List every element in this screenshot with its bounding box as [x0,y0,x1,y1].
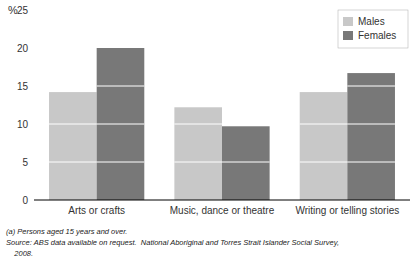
y-axis-label: % [8,4,18,16]
bar-stripe [97,86,145,87]
footnotes: (a) Persons aged 15 years and over. Sourc… [6,227,339,258]
chart-container: 0 5 10 15 20 25% Arts or crafts Music, dance or… [0,0,416,265]
bar [300,92,348,200]
bars [49,48,395,200]
bar-stripe [49,124,97,125]
x-tick-label: Arts or crafts [68,205,125,216]
y-tick-label: 25 [17,5,29,16]
x-tick-label: Writing or telling stories [295,205,399,216]
bar-stripe [97,124,145,125]
y-tick-label: 5 [22,157,28,168]
legend-swatch [343,17,353,26]
y-tick-label: 20 [17,43,29,54]
bar-stripe [97,162,145,163]
y-tick-label: 0 [22,195,28,206]
bar-stripe [347,124,395,125]
x-tick-label: Music, dance or theatre [170,205,275,216]
legend-label: Males [358,16,385,27]
footnote: (a) Persons aged 15 years and over. [6,227,127,236]
x-axis: Arts or crafts Music, dance or theatre Wri… [68,205,399,216]
legend-swatch [343,31,353,40]
bar-stripe [49,162,97,163]
bar [97,48,145,200]
y-axis: 0 5 10 15 20 25 [17,5,29,206]
bar [49,92,97,200]
legend-label: Females [358,30,396,41]
bar-stripe [347,162,395,163]
footnote: 2008. [6,249,33,258]
y-tick-label: 10 [17,119,29,130]
bar-stripe [300,162,348,163]
bar [174,107,222,200]
footnote: Source: ABS data available on request. N… [6,238,339,247]
bar [222,126,270,200]
bar-stripe [300,124,348,125]
legend-frame [338,10,408,48]
x-axis-line [34,200,410,201]
bar-stripe [347,86,395,87]
bar-stripe [174,162,222,163]
y-tick-label: 15 [17,81,29,92]
bar-stripe [222,162,270,163]
bar-stripe [174,124,222,125]
bar [347,73,395,200]
legend: Males Females [338,10,408,48]
chart-svg: 0 5 10 15 20 25% Arts or crafts Music, dance or… [0,0,416,265]
